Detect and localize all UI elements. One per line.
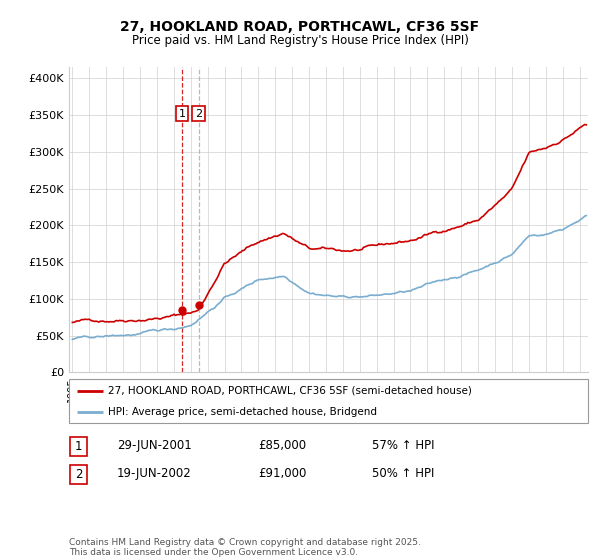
Text: 1: 1 xyxy=(179,109,185,119)
Text: Price paid vs. HM Land Registry's House Price Index (HPI): Price paid vs. HM Land Registry's House … xyxy=(131,34,469,46)
Text: 27, HOOKLAND ROAD, PORTHCAWL, CF36 5SF: 27, HOOKLAND ROAD, PORTHCAWL, CF36 5SF xyxy=(121,20,479,34)
Text: £91,000: £91,000 xyxy=(258,466,307,480)
Text: 29-JUN-2001: 29-JUN-2001 xyxy=(117,438,192,452)
FancyBboxPatch shape xyxy=(69,379,588,423)
Text: 19-JUN-2002: 19-JUN-2002 xyxy=(117,466,192,480)
FancyBboxPatch shape xyxy=(70,437,87,456)
Text: 27, HOOKLAND ROAD, PORTHCAWL, CF36 5SF (semi-detached house): 27, HOOKLAND ROAD, PORTHCAWL, CF36 5SF (… xyxy=(108,386,472,396)
Text: 1: 1 xyxy=(75,440,82,454)
Text: HPI: Average price, semi-detached house, Bridgend: HPI: Average price, semi-detached house,… xyxy=(108,407,377,417)
Text: 57% ↑ HPI: 57% ↑ HPI xyxy=(372,438,434,452)
Text: Contains HM Land Registry data © Crown copyright and database right 2025.
This d: Contains HM Land Registry data © Crown c… xyxy=(69,538,421,557)
Text: £85,000: £85,000 xyxy=(258,438,306,452)
Text: 2: 2 xyxy=(195,109,202,119)
FancyBboxPatch shape xyxy=(70,465,87,484)
Text: 50% ↑ HPI: 50% ↑ HPI xyxy=(372,466,434,480)
Text: 2: 2 xyxy=(75,468,82,482)
